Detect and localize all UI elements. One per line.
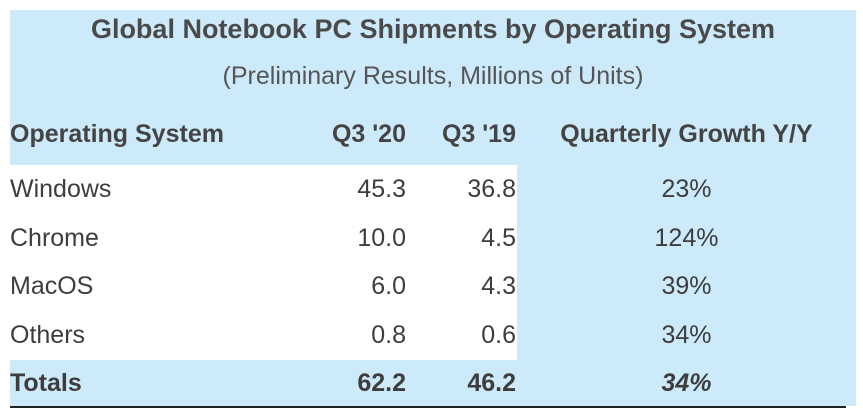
growth-value: 23%: [661, 175, 712, 203]
growth-value: 124%: [654, 224, 719, 252]
bottom-rule: [10, 406, 846, 408]
totals-q3-20: 62.2: [357, 369, 406, 397]
q3-19-value: 4.3: [481, 272, 516, 300]
q3-20-value: 6.0: [371, 272, 406, 300]
totals-band: [10, 360, 856, 406]
header-os: Operating System: [10, 120, 224, 148]
totals-growth: 34%: [661, 369, 712, 397]
os-name: Others: [10, 321, 86, 349]
growth-column-band: [517, 165, 856, 360]
header-q3-20: Q3 '20: [331, 120, 406, 148]
os-name: Chrome: [10, 224, 99, 252]
q3-19-value: 36.8: [467, 175, 516, 203]
os-name: Windows: [10, 175, 112, 203]
totals-label: Totals: [10, 369, 82, 397]
header-q3-19: Q3 '19: [441, 120, 516, 148]
totals-q3-19: 46.2: [467, 369, 516, 397]
growth-value: 39%: [661, 272, 712, 300]
q3-20-value: 45.3: [357, 175, 406, 203]
table-title: Global Notebook PC Shipments by Operatin…: [90, 14, 776, 44]
q3-19-value: 0.6: [481, 321, 516, 349]
header-band: [10, 10, 856, 165]
growth-value: 34%: [661, 321, 712, 349]
os-name: MacOS: [10, 272, 94, 300]
q3-20-value: 10.0: [357, 224, 406, 252]
q3-19-value: 4.5: [481, 224, 516, 252]
q3-20-value: 0.8: [371, 321, 406, 349]
header-growth: Quarterly Growth Y/Y: [560, 120, 813, 148]
table-subtitle: (Preliminary Results, Millions of Units): [222, 62, 644, 90]
